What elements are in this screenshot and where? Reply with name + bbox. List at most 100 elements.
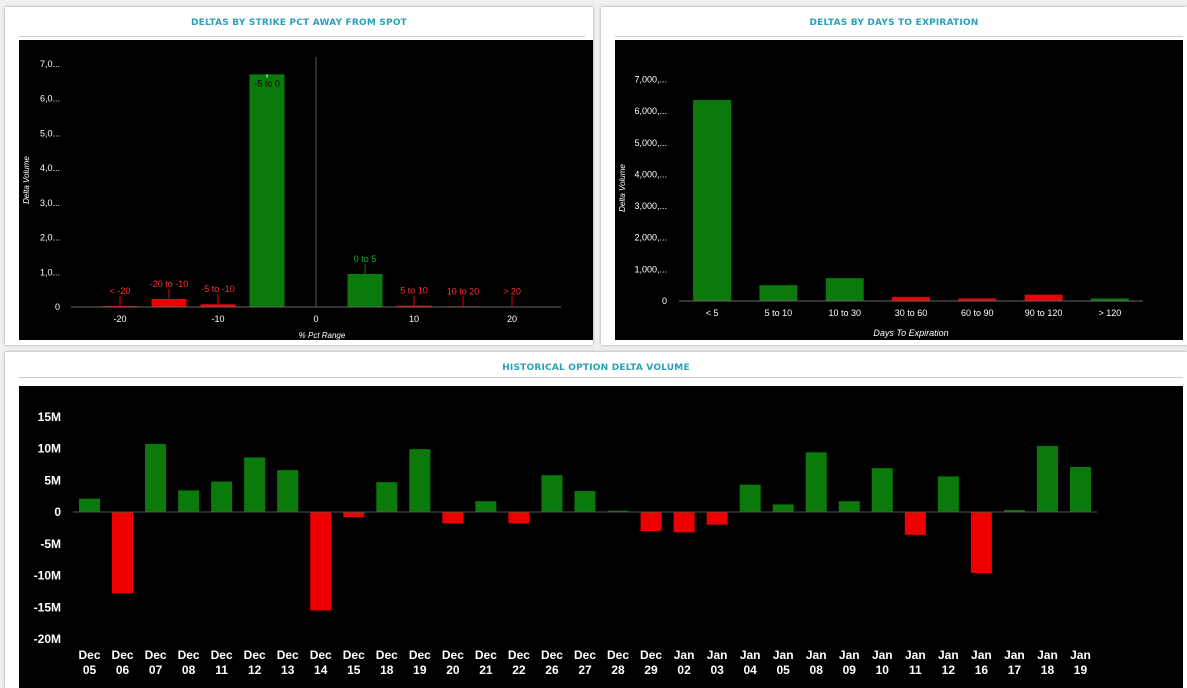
history-x-tick-day: 11	[909, 663, 922, 677]
history-x-tick-day: 21	[479, 663, 493, 677]
strike-panel-title: DELTAS BY STRIKE PCT AWAY FROM SPOT	[190, 18, 408, 28]
strike-bar-label: -20 to -10	[150, 279, 189, 289]
expiry-x-tick: 5 to 10	[765, 308, 793, 318]
history-y-tick: 0	[54, 505, 61, 519]
expiry-y-tick: 1,000,...	[634, 264, 667, 274]
history-bar	[244, 457, 266, 512]
strike-y-tick: 0	[55, 302, 60, 312]
history-bar	[145, 444, 167, 512]
history-x-tick-day: 12	[248, 663, 262, 677]
history-x-tick-month: Dec	[343, 648, 365, 662]
history-bar	[706, 512, 728, 525]
history-bar	[607, 510, 629, 512]
history-x-tick-day: 27	[578, 663, 592, 677]
history-x-tick-day: 17	[1008, 663, 1022, 677]
history-x-tick-month: Dec	[607, 648, 629, 662]
history-x-tick-month: Jan	[806, 648, 827, 662]
strike-bar-label: < -20	[110, 286, 131, 296]
history-y-tick: -15M	[34, 600, 61, 614]
history-bar	[673, 512, 695, 533]
strike-y-tick: 7,0...	[40, 59, 60, 69]
expiry-y-tick: 3,000,...	[634, 201, 667, 211]
strike-bar	[249, 74, 285, 307]
expiry-bar	[958, 298, 997, 301]
strike-chart-svg: < -20 -20 to -10 -5 to -10 -5 to 0 0 to 5 5 t…	[22, 57, 561, 340]
expiry-y-tick: 6,000,...	[634, 106, 667, 116]
history-x-tick-day: 13	[281, 663, 295, 677]
history-x-tick-day: 14	[314, 663, 328, 677]
expiry-bar	[825, 278, 864, 301]
strike-y-tick: 6,0...	[40, 94, 60, 104]
expiry-x-tick: 30 to 60	[895, 308, 928, 318]
history-bar	[772, 504, 794, 512]
history-bar	[574, 491, 596, 512]
expiry-panel-divider	[615, 36, 1183, 37]
history-bar	[376, 482, 398, 512]
history-bar	[442, 512, 464, 524]
expiry-y-tick: 2,000,...	[634, 233, 667, 243]
history-x-tick-month: Jan	[707, 648, 728, 662]
history-x-tick-day: 08	[182, 663, 196, 677]
history-x-tick-month: Dec	[442, 648, 464, 662]
history-x-tick-day: 18	[380, 663, 394, 677]
strike-bar	[200, 304, 236, 307]
history-bar	[541, 475, 563, 512]
history-x-tick-day: 08	[810, 663, 824, 677]
history-bar	[871, 468, 893, 512]
history-x-tick-day: 05	[777, 663, 791, 677]
history-x-tick-day: 11	[215, 663, 228, 677]
history-x-tick-month: Dec	[376, 648, 398, 662]
strike-x-tick: 0	[313, 314, 318, 324]
history-bar	[409, 449, 431, 512]
history-x-tick-day: 22	[512, 663, 526, 677]
strike-y-tick: 3,0...	[40, 198, 60, 208]
history-bar	[508, 512, 530, 524]
history-y-tick: 5M	[44, 473, 61, 487]
expiry-chart: < 5 5 to 10 10 to 30 30 to 60 60 to 90 90 to …	[615, 40, 1183, 340]
expiry-y-tick: 7,000,...	[634, 74, 667, 84]
history-x-tick-month: Jan	[1037, 648, 1058, 662]
history-x-tick-month: Jan	[971, 648, 992, 662]
history-bar	[1069, 466, 1091, 512]
history-x-tick-day: 03	[710, 663, 724, 677]
history-bar	[112, 512, 134, 594]
history-x-tick-month: Jan	[872, 648, 893, 662]
history-bar	[1036, 445, 1058, 512]
history-x-tick-month: Dec	[541, 648, 563, 662]
history-bar	[310, 512, 332, 611]
strike-chart: < -20 -20 to -10 -5 to -10 -5 to 0 0 to 5 5 t…	[19, 40, 593, 340]
history-x-tick-month: Dec	[79, 648, 101, 662]
expiry-x-axis-label: Days To Expiration	[873, 328, 948, 338]
history-x-tick-day: 15	[347, 663, 361, 677]
strike-y-tick: 1,0...	[40, 267, 60, 277]
history-x-tick-day: 18	[1041, 663, 1055, 677]
history-x-tick-month: Dec	[310, 648, 332, 662]
history-x-tick-month: Dec	[244, 648, 266, 662]
expiry-panel-title: DELTAS BY DAYS TO EXPIRATION	[809, 18, 979, 28]
expiry-y-tick: 4,000,...	[634, 169, 667, 179]
history-x-tick-day: 06	[116, 663, 130, 677]
history-x-tick-day: 09	[843, 663, 857, 677]
history-x-tick-day: 20	[446, 663, 460, 677]
history-bar	[277, 470, 299, 512]
history-x-tick-month: Jan	[740, 648, 761, 662]
history-x-tick-month: Dec	[409, 648, 431, 662]
history-x-tick-month: Jan	[1004, 648, 1025, 662]
expiry-x-tick: < 5	[706, 308, 719, 318]
strike-bar-label: 5 to 10	[400, 286, 428, 296]
history-x-tick-month: Dec	[178, 648, 200, 662]
history-y-tick: -20M	[34, 632, 61, 646]
history-bar	[904, 512, 926, 535]
history-bar	[211, 481, 233, 512]
strike-bar-label: > 20	[503, 286, 521, 296]
history-x-tick-day: 05	[83, 663, 97, 677]
strike-bar	[102, 305, 138, 307]
history-panel-title: HISTORICAL OPTION DELTA VOLUME	[502, 363, 690, 373]
strike-panel: DELTAS BY STRIKE PCT AWAY FROM SPOT < -2…	[5, 7, 593, 345]
expiry-x-tick: 90 to 120	[1025, 308, 1063, 318]
expiry-bar	[1024, 294, 1063, 301]
expiry-y-tick: 0	[662, 296, 667, 306]
history-y-tick: 15M	[38, 410, 61, 424]
history-bar	[178, 490, 200, 512]
history-x-tick-day: 19	[1074, 663, 1088, 677]
